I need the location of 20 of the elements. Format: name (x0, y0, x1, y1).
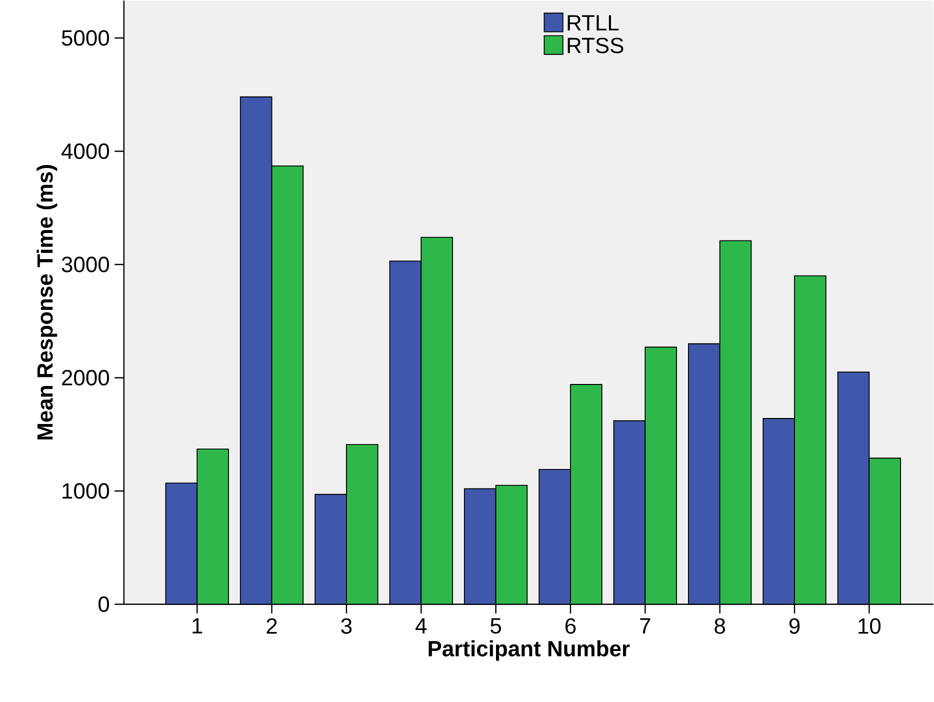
y-tick-label: 2000 (62, 370, 110, 386)
x-axis-title: Participant Number (428, 640, 630, 661)
legend-label: RTLL (568, 15, 619, 30)
x-tick-label: 1 (192, 618, 202, 634)
x-tick-label: 7 (640, 618, 650, 634)
y-tick-label: 1000 (62, 483, 110, 499)
y-tick-label: 3000 (62, 256, 110, 272)
y-tick-label: 5000 (62, 30, 110, 46)
x-tick-label: 5 (490, 618, 501, 634)
x-tick-label: 6 (565, 618, 576, 634)
x-tick-label: 2 (266, 618, 277, 634)
y-tick-label: 0 (98, 596, 110, 612)
y-axis-title: Mean Response Time (ms) (36, 164, 58, 440)
x-tick-label: 10 (858, 618, 881, 634)
x-tick-label: 9 (789, 618, 800, 634)
x-tick-label: 8 (714, 618, 725, 634)
y-tick-label: 4000 (61, 143, 110, 159)
legend-label: RTSS (568, 38, 624, 54)
x-tick-label: 3 (341, 618, 352, 634)
x-tick-label: 4 (416, 618, 427, 634)
